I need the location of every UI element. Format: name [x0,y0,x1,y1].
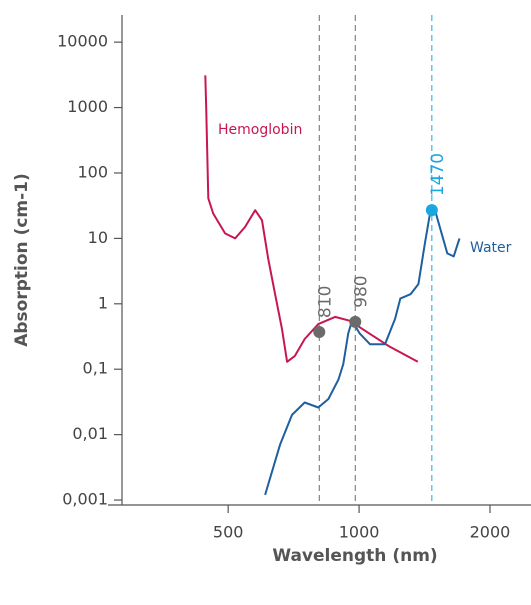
y-tick-label: 0,001 [62,490,108,509]
y-tick-label: 0,01 [72,424,108,443]
x-tick-label: 500 [213,523,244,542]
marker-label: 810 [315,286,335,318]
marker-label: 980 [351,275,371,307]
marker-point [425,204,438,217]
x-tick-label: 2000 [470,523,511,542]
series-line [204,75,419,363]
y-tick-label: 10000 [57,32,108,51]
marker-point [313,326,326,339]
series-label: Hemoglobin [218,122,302,138]
y-tick-label: 10 [88,228,108,247]
marker-point [349,315,362,328]
y-tick-label: 0,1 [83,359,108,378]
y-tick-label: 1 [98,293,108,312]
series-label: Water [470,240,512,256]
y-axis-title: Absorption (cm-1) [12,173,32,347]
y-tick-label: 1000 [67,97,108,116]
y-tick-label: 100 [77,162,108,181]
x-tick-label: 1000 [339,523,380,542]
marker-label: 1470 [428,153,448,196]
x-axis-title: Wavelength (nm) [272,546,437,566]
series-line [264,209,461,496]
